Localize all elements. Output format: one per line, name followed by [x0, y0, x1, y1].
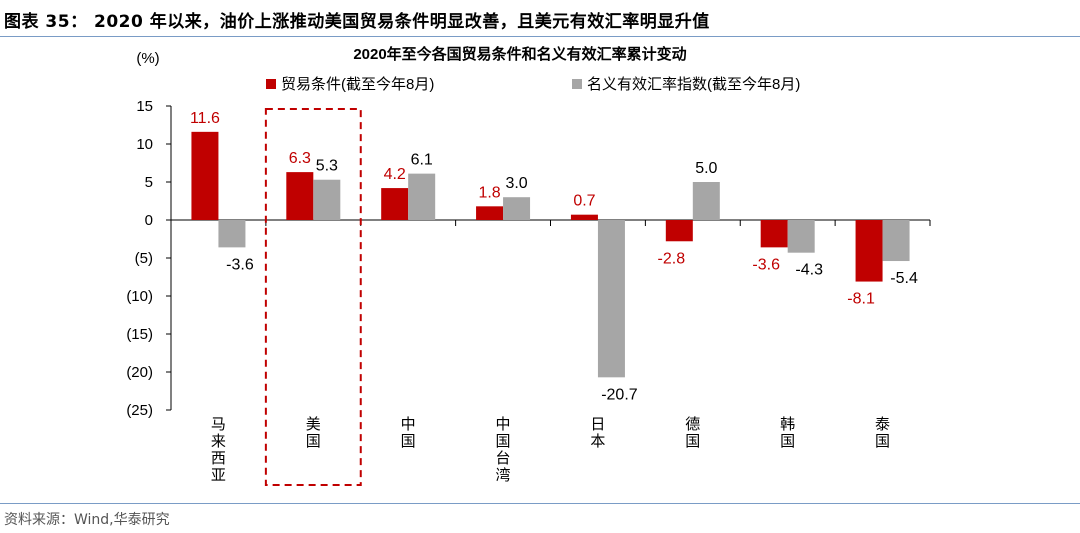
bar	[313, 179, 341, 220]
chart-title: 2020年至今各国贸易条件和名义有效汇率累计变动	[353, 45, 686, 63]
x-tick-label: 来	[211, 433, 226, 450]
data-label: -8.1	[847, 291, 875, 308]
y-tick-label: (20)	[126, 364, 153, 381]
x-tick-label: 国	[496, 433, 511, 450]
legend-swatch-neer	[572, 79, 582, 89]
legend: 贸易条件(截至今年8月) 名义有效汇率指数(截至今年8月)	[266, 76, 800, 93]
data-label: 11.6	[190, 110, 220, 127]
data-label: 0.7	[573, 193, 595, 210]
bar	[882, 220, 910, 262]
y-tick-label: 5	[145, 174, 153, 191]
chart: 2020年至今各国贸易条件和名义有效汇率累计变动 (%) 贸易条件(截至今年8月…	[126, 45, 931, 486]
bar	[760, 220, 788, 248]
y-tick-label: (5)	[135, 250, 153, 267]
data-label: 6.1	[411, 152, 433, 169]
y-tick-label: 10	[136, 136, 153, 153]
y-axis-unit-label: (%)	[136, 50, 159, 67]
x-tick-label: 中	[401, 416, 416, 433]
x-tick-label: 本	[590, 433, 605, 450]
legend-label-trade-terms: 贸易条件(截至今年8月)	[281, 76, 434, 93]
bar	[503, 197, 531, 220]
data-label: -20.7	[601, 386, 638, 403]
bar	[665, 220, 693, 242]
x-tick-label: 国	[780, 433, 795, 450]
data-label: 3.0	[505, 175, 527, 192]
highlight-box	[264, 108, 362, 486]
bar	[381, 188, 409, 220]
bar	[570, 214, 598, 220]
data-label: 4.2	[384, 166, 406, 183]
y-tick-label: (25)	[126, 402, 153, 419]
footer-rule	[0, 503, 1080, 504]
bar	[855, 220, 883, 282]
y-tick-label: (10)	[126, 288, 153, 305]
x-tick-label: 中	[496, 416, 511, 433]
y-tick-label: 15	[136, 98, 153, 115]
bar	[408, 173, 436, 220]
data-label: -3.6	[752, 256, 780, 273]
legend-label-neer: 名义有效汇率指数(截至今年8月)	[587, 76, 800, 93]
x-tick-label: 湾	[496, 467, 511, 484]
header-rule	[0, 36, 1080, 37]
legend-swatch-trade-terms	[266, 79, 276, 89]
x-tick-label: 亚	[211, 467, 226, 484]
x-tick-label: 泰	[875, 416, 890, 433]
bar	[597, 220, 625, 378]
x-tick-label: 台	[496, 450, 511, 467]
x-tick-label: 国	[685, 433, 700, 450]
y-tick-label: 0	[145, 212, 153, 229]
bar	[286, 172, 314, 220]
x-tick-label: 马	[211, 416, 226, 433]
bar	[218, 220, 246, 248]
data-label: -2.8	[658, 250, 686, 267]
bar	[191, 131, 219, 220]
figure-header: 图表 35： 2020 年以来，油价上涨推动美国贸易条件明显改善，且美元有效汇率…	[0, 0, 1080, 36]
x-tick-label: 日	[590, 416, 605, 433]
x-tick-label: 美	[306, 416, 321, 433]
x-tick-label: 德	[685, 415, 700, 433]
bar	[692, 182, 720, 220]
data-label: 6.3	[289, 150, 311, 167]
data-label: 1.8	[478, 184, 500, 201]
y-tick-label: (15)	[126, 326, 153, 343]
data-label: 5.0	[695, 160, 717, 177]
x-tick-label: 韩	[780, 416, 795, 433]
data-label: -3.6	[226, 256, 254, 273]
data-label: -4.3	[795, 262, 823, 279]
x-tick-label: 国	[306, 433, 321, 450]
data-label: 5.3	[316, 158, 338, 175]
bar	[787, 220, 815, 253]
x-tick-label: 国	[875, 433, 890, 450]
x-tick-label: 国	[401, 433, 416, 450]
source-note: 资料来源：Wind,华泰研究	[4, 512, 170, 528]
figure-title: 图表 35： 2020 年以来，油价上涨推动美国贸易条件明显改善，且美元有效汇率…	[4, 12, 710, 32]
x-tick-label: 西	[211, 450, 226, 467]
data-label: -5.4	[890, 270, 918, 287]
bar	[476, 206, 504, 220]
